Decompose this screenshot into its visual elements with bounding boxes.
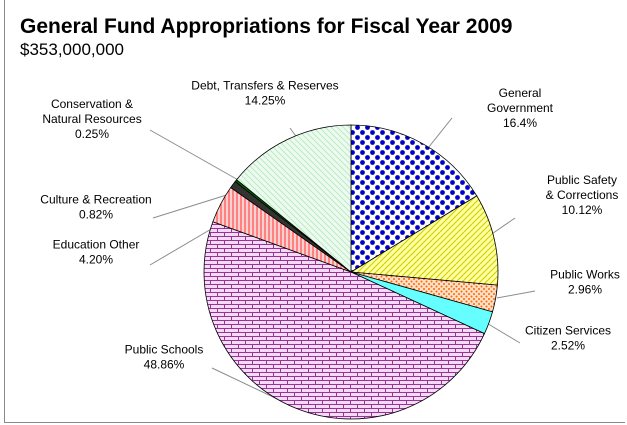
slice-name-label: & Corrections — [546, 188, 619, 202]
slice-value-label: 2.52% — [551, 339, 585, 353]
slice-name-label: Government — [487, 101, 554, 115]
slice-value-label: 4.20% — [79, 253, 113, 267]
slice-value-label: 48.86% — [144, 358, 185, 372]
slice-name-label: Culture & Recreation — [40, 193, 151, 207]
slice-name-label: Public Schools — [125, 343, 204, 357]
slice-label: General Government 16.4% — [487, 86, 554, 130]
pie-slice-public-safety-corrections — [349, 195, 499, 286]
leader-line — [149, 129, 241, 182]
slice-value-label: 2.96% — [568, 283, 602, 297]
slice-value-label: 0.82% — [79, 208, 113, 222]
slice-label: Citizen Services 2.52% — [525, 324, 611, 353]
pie-slice-general-government — [350, 124, 478, 273]
slice-name-label: Natural Resources — [42, 112, 141, 126]
slice-name-label: Education Other — [53, 238, 140, 252]
pie-slice-debt-transfers-reserves — [236, 124, 352, 273]
pie-slice-public-schools — [203, 221, 486, 420]
slice-label: Public Schools 48.86% — [125, 343, 204, 372]
slice-value-label: 0.25% — [75, 127, 109, 141]
leader-line — [496, 290, 536, 299]
slice-name-label: General — [499, 86, 542, 100]
slice-label: Public Works 2.96% — [550, 268, 620, 297]
slice-label: Debt, Transfers & Reserves 14.25% — [191, 79, 338, 108]
slice-value-label: 14.25% — [245, 94, 286, 108]
slice-name-label: Conservation & — [51, 97, 133, 111]
slice-name-label: Citizen Services — [525, 324, 611, 338]
pie-slices — [203, 124, 499, 420]
leader-line — [484, 321, 521, 344]
slice-value-label: 16.4% — [503, 116, 537, 130]
slice-label: Conservation & Natural Resources 0.25% — [42, 97, 141, 141]
slice-label: Education Other 4.20% — [53, 238, 140, 267]
slice-name-label: Public Safety — [547, 173, 617, 187]
slice-value-label: 10.12% — [562, 203, 603, 217]
slice-label: Culture & Recreation 0.82% — [40, 193, 151, 222]
slice-name-label: Debt, Transfers & Reserves — [191, 79, 338, 93]
slice-label: Public Safety & Corrections 10.12% — [546, 173, 619, 217]
chart-subtitle: $353,000,000 — [20, 40, 124, 59]
chart-frame — [4, 0, 625, 423]
slice-name-label: Public Works — [550, 268, 620, 282]
chart-title: General Fund Appropriations for Fiscal Y… — [20, 15, 513, 38]
leader-line — [152, 192, 234, 219]
slice-labels: General Government 16.4% Public Safety & Cor… — [40, 79, 620, 372]
